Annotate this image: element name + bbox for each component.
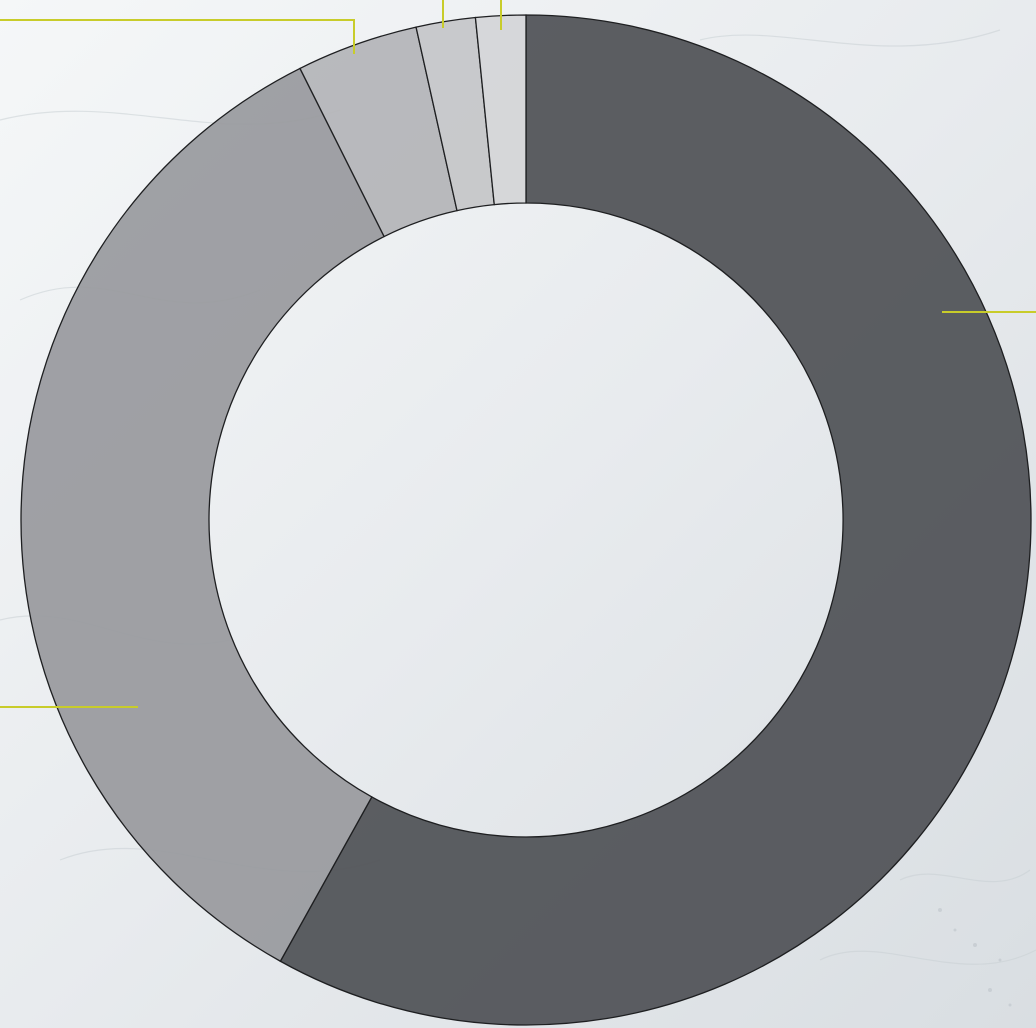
donut-slice-5 — [474, 14, 527, 206]
slices-layer — [20, 14, 1032, 1026]
leader-lines — [0, 0, 1036, 708]
donut-slice-1 — [279, 14, 1032, 1026]
donut-slice-2 — [20, 67, 385, 963]
leader-line-slice-3 — [0, 19, 355, 54]
